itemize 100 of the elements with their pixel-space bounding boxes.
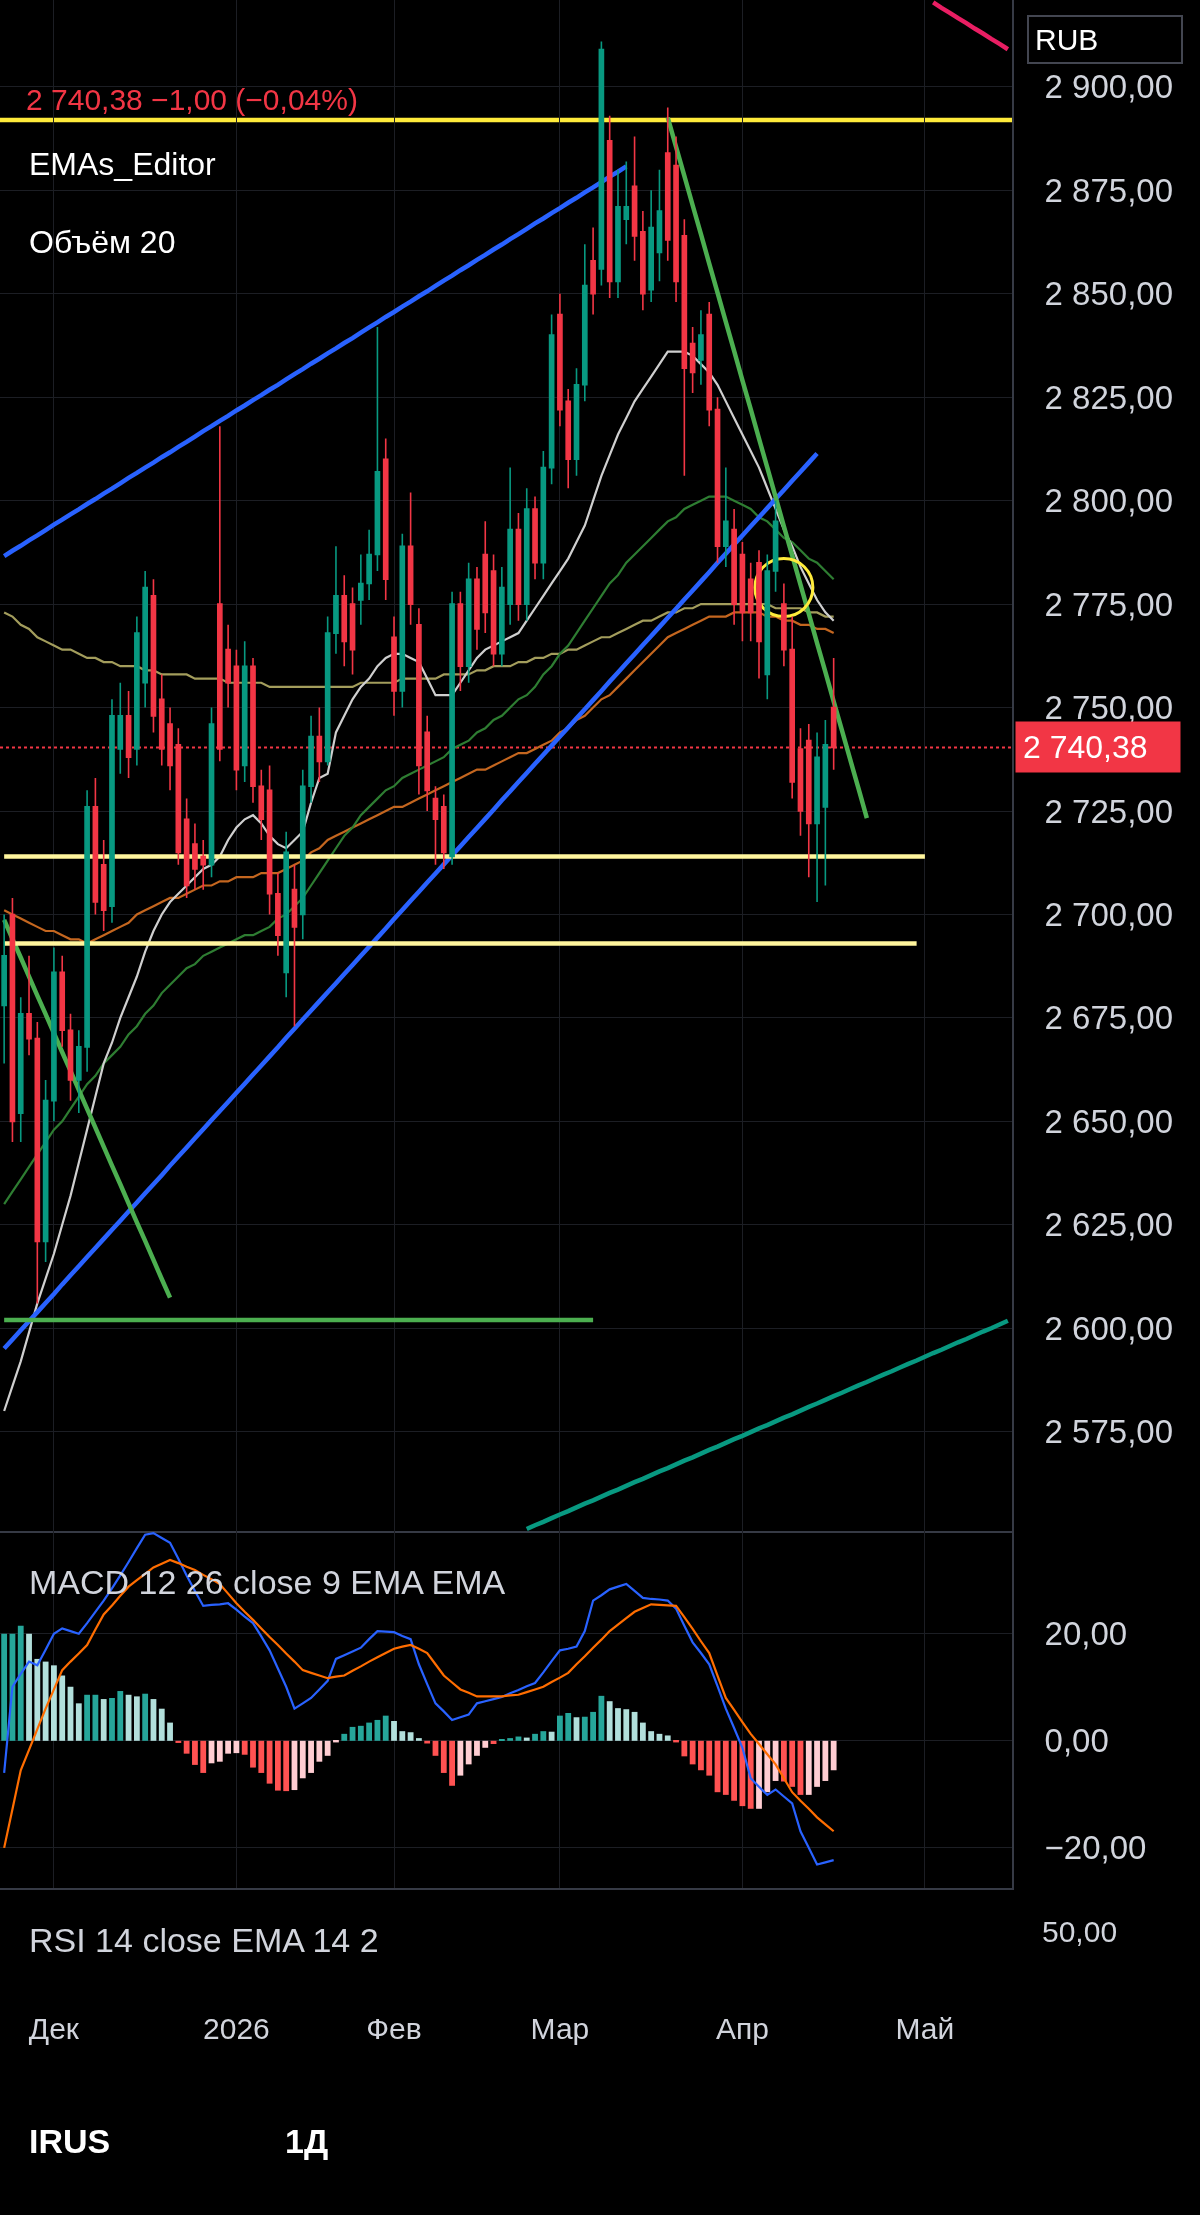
bar [606, 1701, 613, 1741]
candlestick [772, 499, 779, 593]
candlestick [225, 624, 231, 709]
text: RUB [1035, 23, 1099, 56]
bar [523, 1737, 530, 1741]
candlestick [540, 450, 547, 581]
candlestick [275, 872, 281, 957]
bar [648, 1731, 655, 1741]
candlestick [382, 437, 389, 601]
candlestick [656, 168, 663, 283]
bar [532, 1733, 538, 1741]
candlestick [341, 574, 348, 667]
y-tick-label: 20,00 [1044, 1615, 1128, 1653]
bar [689, 1740, 696, 1765]
bar [26, 1633, 32, 1741]
bar [142, 1693, 149, 1741]
bar [664, 1735, 671, 1741]
candlestick [557, 292, 563, 427]
bar [581, 1716, 588, 1741]
bar [42, 1661, 49, 1741]
bar [814, 1740, 820, 1787]
x-tick-label: Фев [366, 2012, 422, 2045]
text: 1Д [285, 2122, 329, 2160]
candlestick [482, 520, 489, 634]
bar [548, 1731, 555, 1741]
bar [482, 1740, 489, 1748]
line-series [3, 603, 835, 688]
candlestick [515, 512, 522, 622]
bar [92, 1694, 99, 1741]
text: RSI 14 close EMA 14 2 [29, 1921, 379, 1959]
candlestick [333, 545, 339, 655]
candlestick [681, 218, 688, 477]
candlestick [299, 768, 306, 941]
line-series [3, 350, 835, 1413]
candlestick [664, 106, 671, 262]
candlestick [51, 946, 57, 1123]
candlestick [1, 913, 7, 1065]
bar [830, 1740, 837, 1771]
text: 50,00 [1042, 1915, 1118, 1948]
bar [200, 1740, 207, 1773]
bar [167, 1722, 173, 1741]
candlestick [26, 955, 32, 1056]
candlestick [100, 839, 107, 932]
bar [440, 1740, 447, 1773]
candlestick [698, 309, 704, 386]
y-tick-label: 2 650,00 [1044, 1102, 1174, 1140]
candlestick [532, 495, 538, 581]
candlestick [739, 541, 746, 643]
candlestick [92, 777, 99, 916]
bar [225, 1740, 232, 1754]
bar [598, 1695, 605, 1741]
candlestick [689, 326, 696, 394]
candlestick [308, 715, 314, 804]
candlestick [499, 566, 505, 667]
candlestick [731, 508, 737, 626]
candlestick [109, 698, 115, 924]
y-tick-label: 2 800,00 [1044, 482, 1174, 520]
y-tick-label: 2 825,00 [1044, 378, 1174, 416]
candlestick [366, 528, 372, 601]
candlestick [449, 590, 455, 866]
bar [241, 1740, 248, 1755]
candlestick [374, 326, 381, 572]
candlestick [764, 553, 771, 701]
candlestick [756, 549, 762, 680]
candlestick [623, 160, 630, 245]
candlestick [266, 764, 273, 916]
candlestick [523, 487, 530, 622]
bar [731, 1740, 738, 1801]
candlestick [640, 210, 646, 312]
candlestick [134, 615, 140, 767]
bar [316, 1740, 323, 1762]
bar [706, 1740, 713, 1776]
bar [391, 1721, 397, 1741]
bar [747, 1740, 754, 1809]
bar [183, 1740, 190, 1754]
bar [407, 1732, 414, 1741]
candlestick [648, 189, 654, 303]
candlestick [457, 590, 464, 692]
bar [51, 1665, 57, 1741]
bar [681, 1740, 688, 1757]
bar [324, 1740, 331, 1756]
bar [822, 1740, 829, 1781]
y-tick-label: 2 625,00 [1044, 1206, 1174, 1244]
bar [357, 1725, 364, 1741]
bar [615, 1708, 621, 1741]
bar [449, 1740, 455, 1786]
ref-line-label: 2 740,38 [1023, 729, 1148, 765]
bar [250, 1740, 256, 1768]
bar [623, 1709, 630, 1741]
candlestick [117, 681, 124, 775]
y-tick-label: 2 575,00 [1044, 1413, 1174, 1451]
bar [805, 1740, 812, 1795]
candlestick [17, 996, 24, 1143]
bar [17, 1625, 24, 1741]
candlestick [507, 466, 513, 626]
bar [565, 1712, 572, 1741]
bar [75, 1703, 82, 1741]
candlestick [316, 706, 323, 783]
y-tick-label: 2 725,00 [1044, 792, 1174, 830]
bar [382, 1715, 389, 1741]
